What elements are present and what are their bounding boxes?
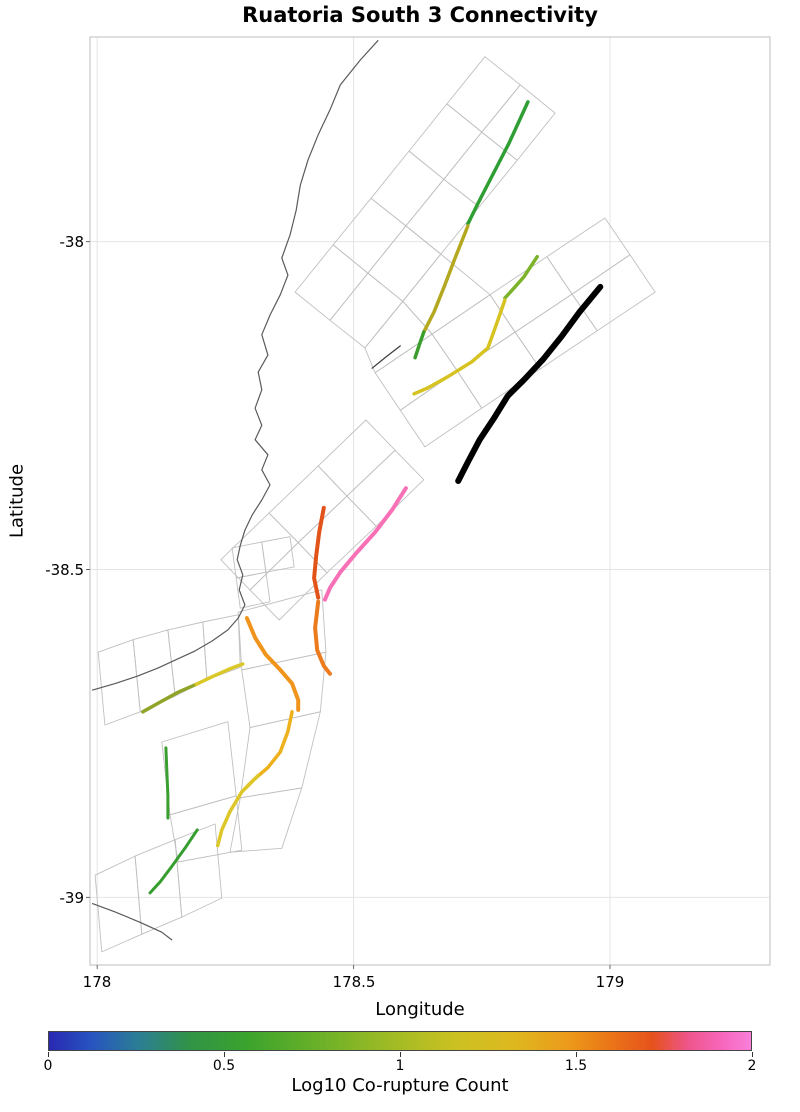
fault-section-polygon — [402, 253, 491, 335]
plot-frame — [89, 36, 771, 966]
fault-trace-north-dark-thin — [371, 345, 401, 369]
gridlines — [90, 37, 770, 965]
fault-trace-central-orange-curve — [244, 616, 301, 712]
x-tick-label: 179 — [595, 973, 625, 991]
colorbar-tick — [48, 1052, 49, 1057]
colorbar-tick-label: 0.5 — [212, 1058, 236, 1074]
colorbar-label: Log10 Co-rupture Count — [291, 1075, 509, 1096]
y-tick-label: -39 — [59, 889, 85, 907]
colorbar-tick — [400, 1052, 401, 1057]
fault-trace-central-pink — [322, 486, 408, 602]
plot-background — [90, 37, 770, 965]
fault-trace-central-orangered — [312, 505, 326, 600]
y-tick-label: -38 — [59, 233, 85, 251]
coastline-segment — [91, 902, 173, 941]
fault-section-polygon — [571, 254, 656, 332]
y-axis-label: Latitude — [6, 463, 28, 539]
fault-section-polygon — [174, 823, 223, 918]
x-tick-label: 178.5 — [332, 973, 376, 991]
fault-trace-central-orange-lower — [313, 599, 332, 676]
fault-trace-north-olive — [422, 224, 470, 334]
fault-section-polygon — [261, 536, 295, 573]
colorbar-gradient — [48, 1031, 752, 1051]
fault-section-polygon — [346, 449, 425, 527]
coastline-segment — [91, 39, 379, 691]
coastline — [91, 39, 379, 941]
fault-section-polygon — [202, 614, 241, 681]
fault-trace-north-green — [466, 100, 530, 226]
fault-trace-ruatoria-south-3 — [455, 283, 604, 484]
fault-trace-north-green-tail — [413, 330, 426, 360]
fault-section-polygon — [229, 787, 303, 853]
colorbar-tick — [576, 1052, 577, 1057]
axis-tick-marks — [86, 241, 611, 969]
colorbar-tick-label: 1 — [395, 1058, 405, 1074]
fault-trace-northeast-yellowgreen — [503, 254, 539, 300]
fault-trace-north-yellow — [412, 298, 507, 396]
x-tick-label: 178 — [82, 973, 112, 991]
y-tick-label: -38.5 — [45, 561, 84, 579]
fault-trace-south-yellow — [215, 773, 260, 848]
colorbar-tick — [224, 1052, 225, 1057]
fault-section-polygon — [235, 571, 271, 609]
fault-traces — [141, 100, 604, 895]
colorbar-tick-label: 1.5 — [564, 1058, 588, 1074]
chart-title: Ruatoria South 3 Connectivity — [242, 3, 598, 27]
fault-trace-southwest-green — [148, 828, 199, 895]
colorbar-tick — [752, 1052, 753, 1057]
fault-trace-south-green-vertical — [164, 746, 170, 820]
colorbar-tick-label: 0 — [43, 1058, 53, 1074]
colorbar-tick-label: 2 — [747, 1058, 757, 1074]
fault-trace-west-olive — [141, 682, 198, 714]
x-axis-label: Longitude — [375, 999, 465, 1020]
fault-trace-west-yellow — [194, 662, 245, 687]
